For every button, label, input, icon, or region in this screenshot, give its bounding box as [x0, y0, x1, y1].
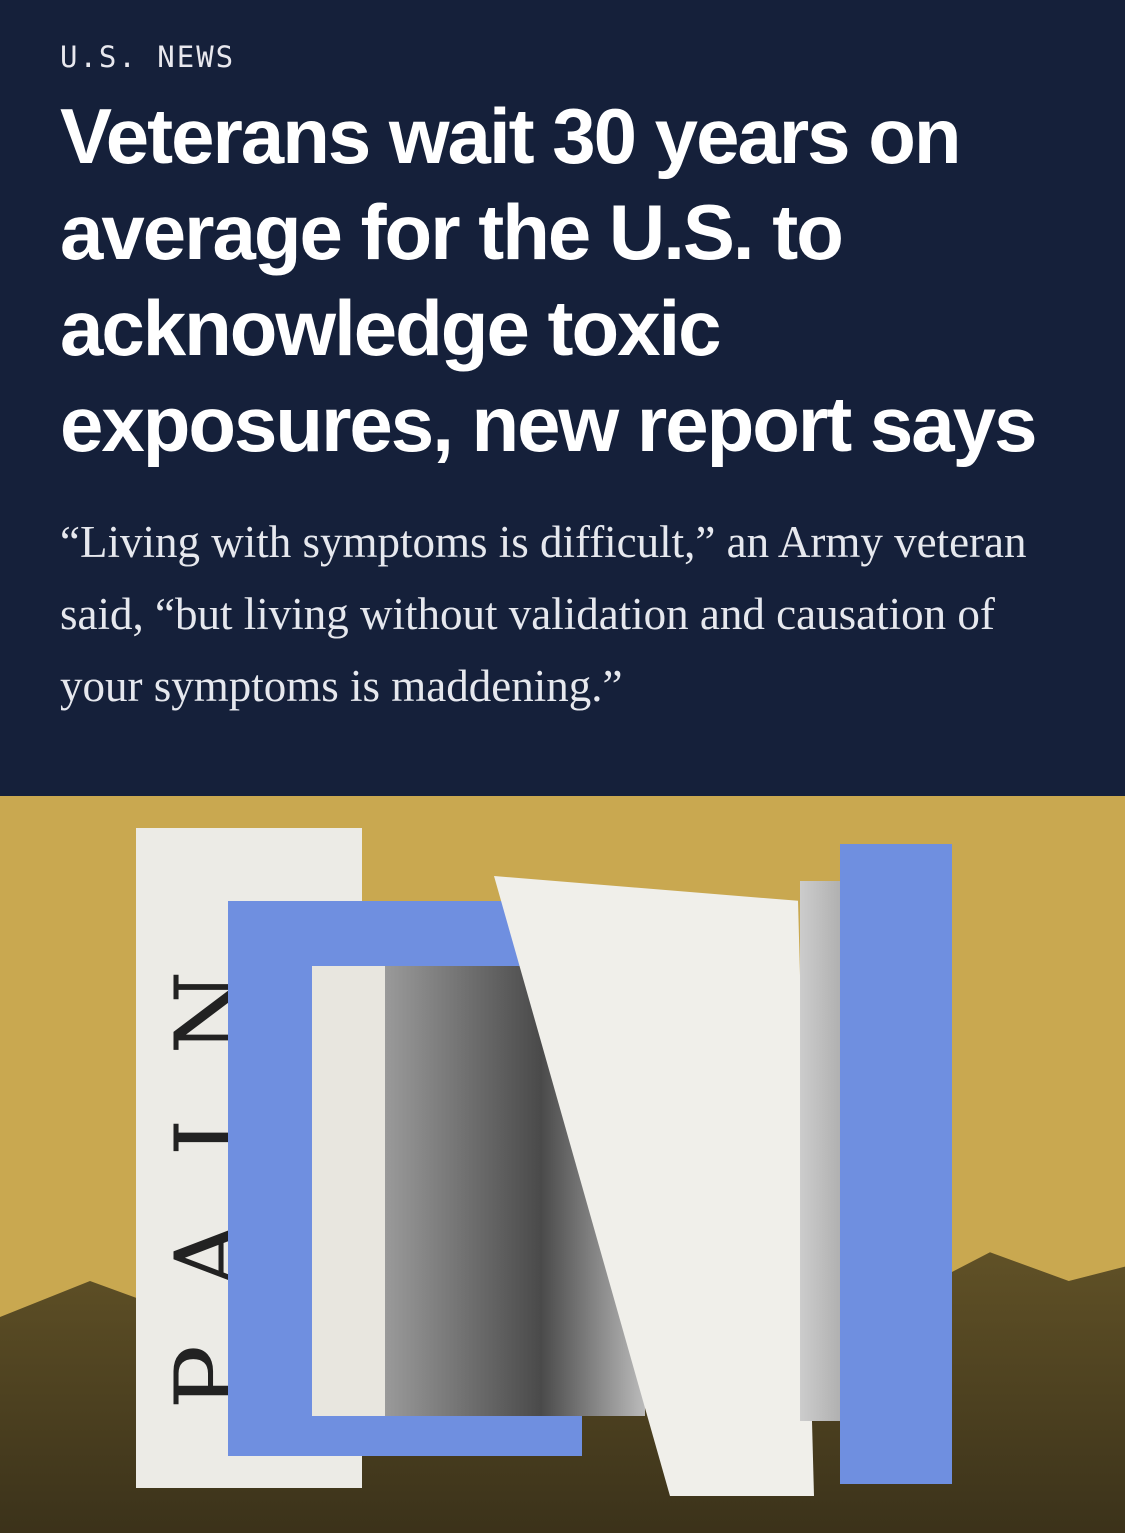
section-kicker[interactable]: U.S. NEWS — [60, 40, 236, 74]
subheadline: “Living with symptoms is difficult,” an … — [60, 517, 1027, 711]
blue-notebook-strip — [840, 844, 952, 1484]
headline: Veterans wait 30 years on average for th… — [60, 92, 1037, 468]
hero-image-collage: PAIN — [0, 796, 1125, 1533]
article-header: U.S. NEWS Veterans wait 30 years on aver… — [60, 40, 1038, 711]
